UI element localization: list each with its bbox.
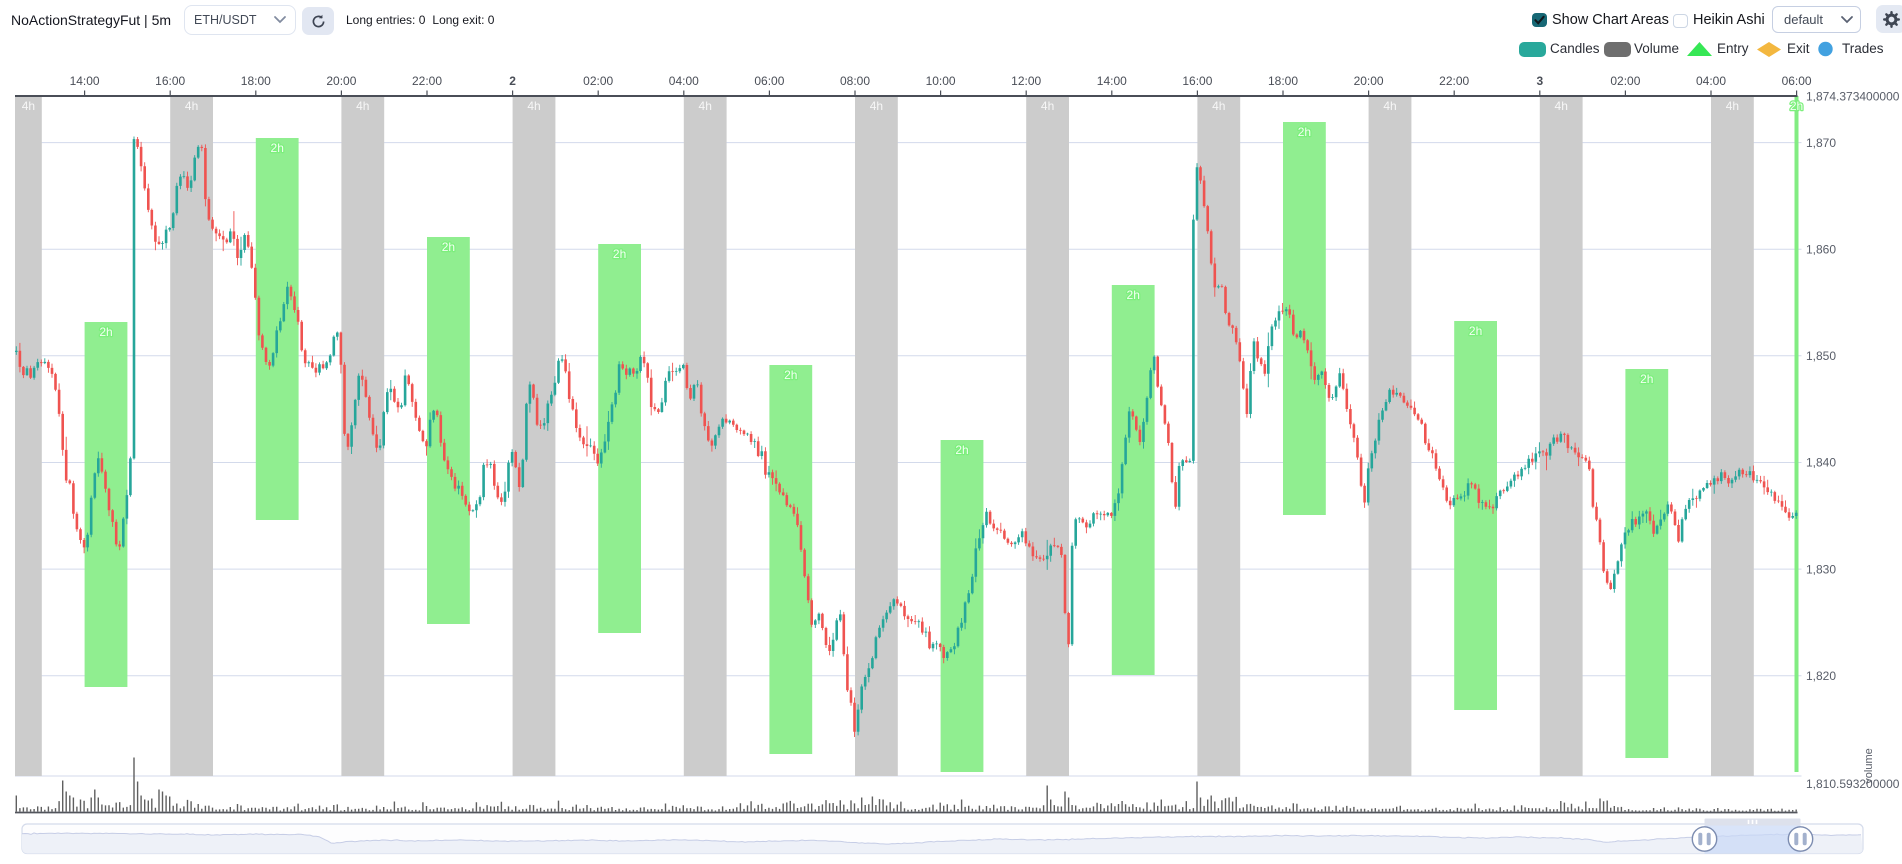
svg-text:1,830: 1,830 [1806, 562, 1836, 576]
svg-text:2h: 2h [1127, 288, 1140, 302]
svg-text:06:00: 06:00 [1782, 74, 1812, 88]
svg-text:1,820: 1,820 [1806, 669, 1836, 683]
svg-text:volume: volume [1863, 748, 1875, 783]
svg-text:4h: 4h [22, 99, 35, 113]
svg-text:22:00: 22:00 [1439, 74, 1469, 88]
svg-text:14:00: 14:00 [70, 74, 100, 88]
svg-text:14:00: 14:00 [1097, 74, 1127, 88]
svg-text:10:00: 10:00 [926, 74, 956, 88]
svg-text:4h: 4h [185, 99, 198, 113]
svg-text:2h: 2h [1298, 125, 1311, 139]
svg-text:3: 3 [1536, 74, 1543, 88]
svg-text:08:00: 08:00 [840, 74, 870, 88]
svg-text:1,860: 1,860 [1806, 242, 1836, 256]
svg-text:22:00: 22:00 [412, 74, 442, 88]
svg-text:1,840: 1,840 [1806, 456, 1836, 470]
svg-text:4h: 4h [1383, 99, 1396, 113]
svg-text:18:00: 18:00 [1268, 74, 1298, 88]
svg-text:2h: 2h [1640, 372, 1653, 386]
svg-text:04:00: 04:00 [669, 74, 699, 88]
svg-text:02:00: 02:00 [583, 74, 613, 88]
svg-text:2: 2 [509, 74, 516, 88]
svg-text:4h: 4h [699, 99, 712, 113]
svg-text:2h: 2h [955, 443, 968, 457]
svg-text:1,870: 1,870 [1806, 136, 1836, 150]
svg-text:02:00: 02:00 [1610, 74, 1640, 88]
svg-text:4h: 4h [1041, 99, 1054, 113]
svg-text:2h: 2h [1469, 324, 1482, 338]
svg-text:18:00: 18:00 [241, 74, 271, 88]
svg-text:2h: 2h [784, 368, 797, 382]
svg-text:2h: 2h [271, 141, 284, 155]
svg-text:2h: 2h [613, 247, 626, 261]
svg-text:4h: 4h [527, 99, 540, 113]
svg-text:16:00: 16:00 [1182, 74, 1212, 88]
svg-text:16:00: 16:00 [155, 74, 185, 88]
svg-text:4h: 4h [1212, 99, 1225, 113]
svg-text:2h: 2h [442, 240, 455, 254]
svg-text:2h: 2h [1790, 99, 1803, 113]
svg-text:04:00: 04:00 [1696, 74, 1726, 88]
svg-text:1,810.593200000: 1,810.593200000 [1806, 777, 1900, 791]
svg-text:4h: 4h [356, 99, 369, 113]
svg-text:06:00: 06:00 [754, 74, 784, 88]
svg-text:4h: 4h [870, 99, 883, 113]
svg-text:20:00: 20:00 [326, 74, 356, 88]
svg-text:1,850: 1,850 [1806, 349, 1836, 363]
svg-text:2h: 2h [99, 325, 112, 339]
svg-text:1,874.373400000: 1,874.373400000 [1806, 90, 1900, 104]
svg-text:12:00: 12:00 [1011, 74, 1041, 88]
svg-text:4h: 4h [1726, 99, 1739, 113]
svg-text:20:00: 20:00 [1354, 74, 1384, 88]
svg-text:4h: 4h [1555, 99, 1568, 113]
